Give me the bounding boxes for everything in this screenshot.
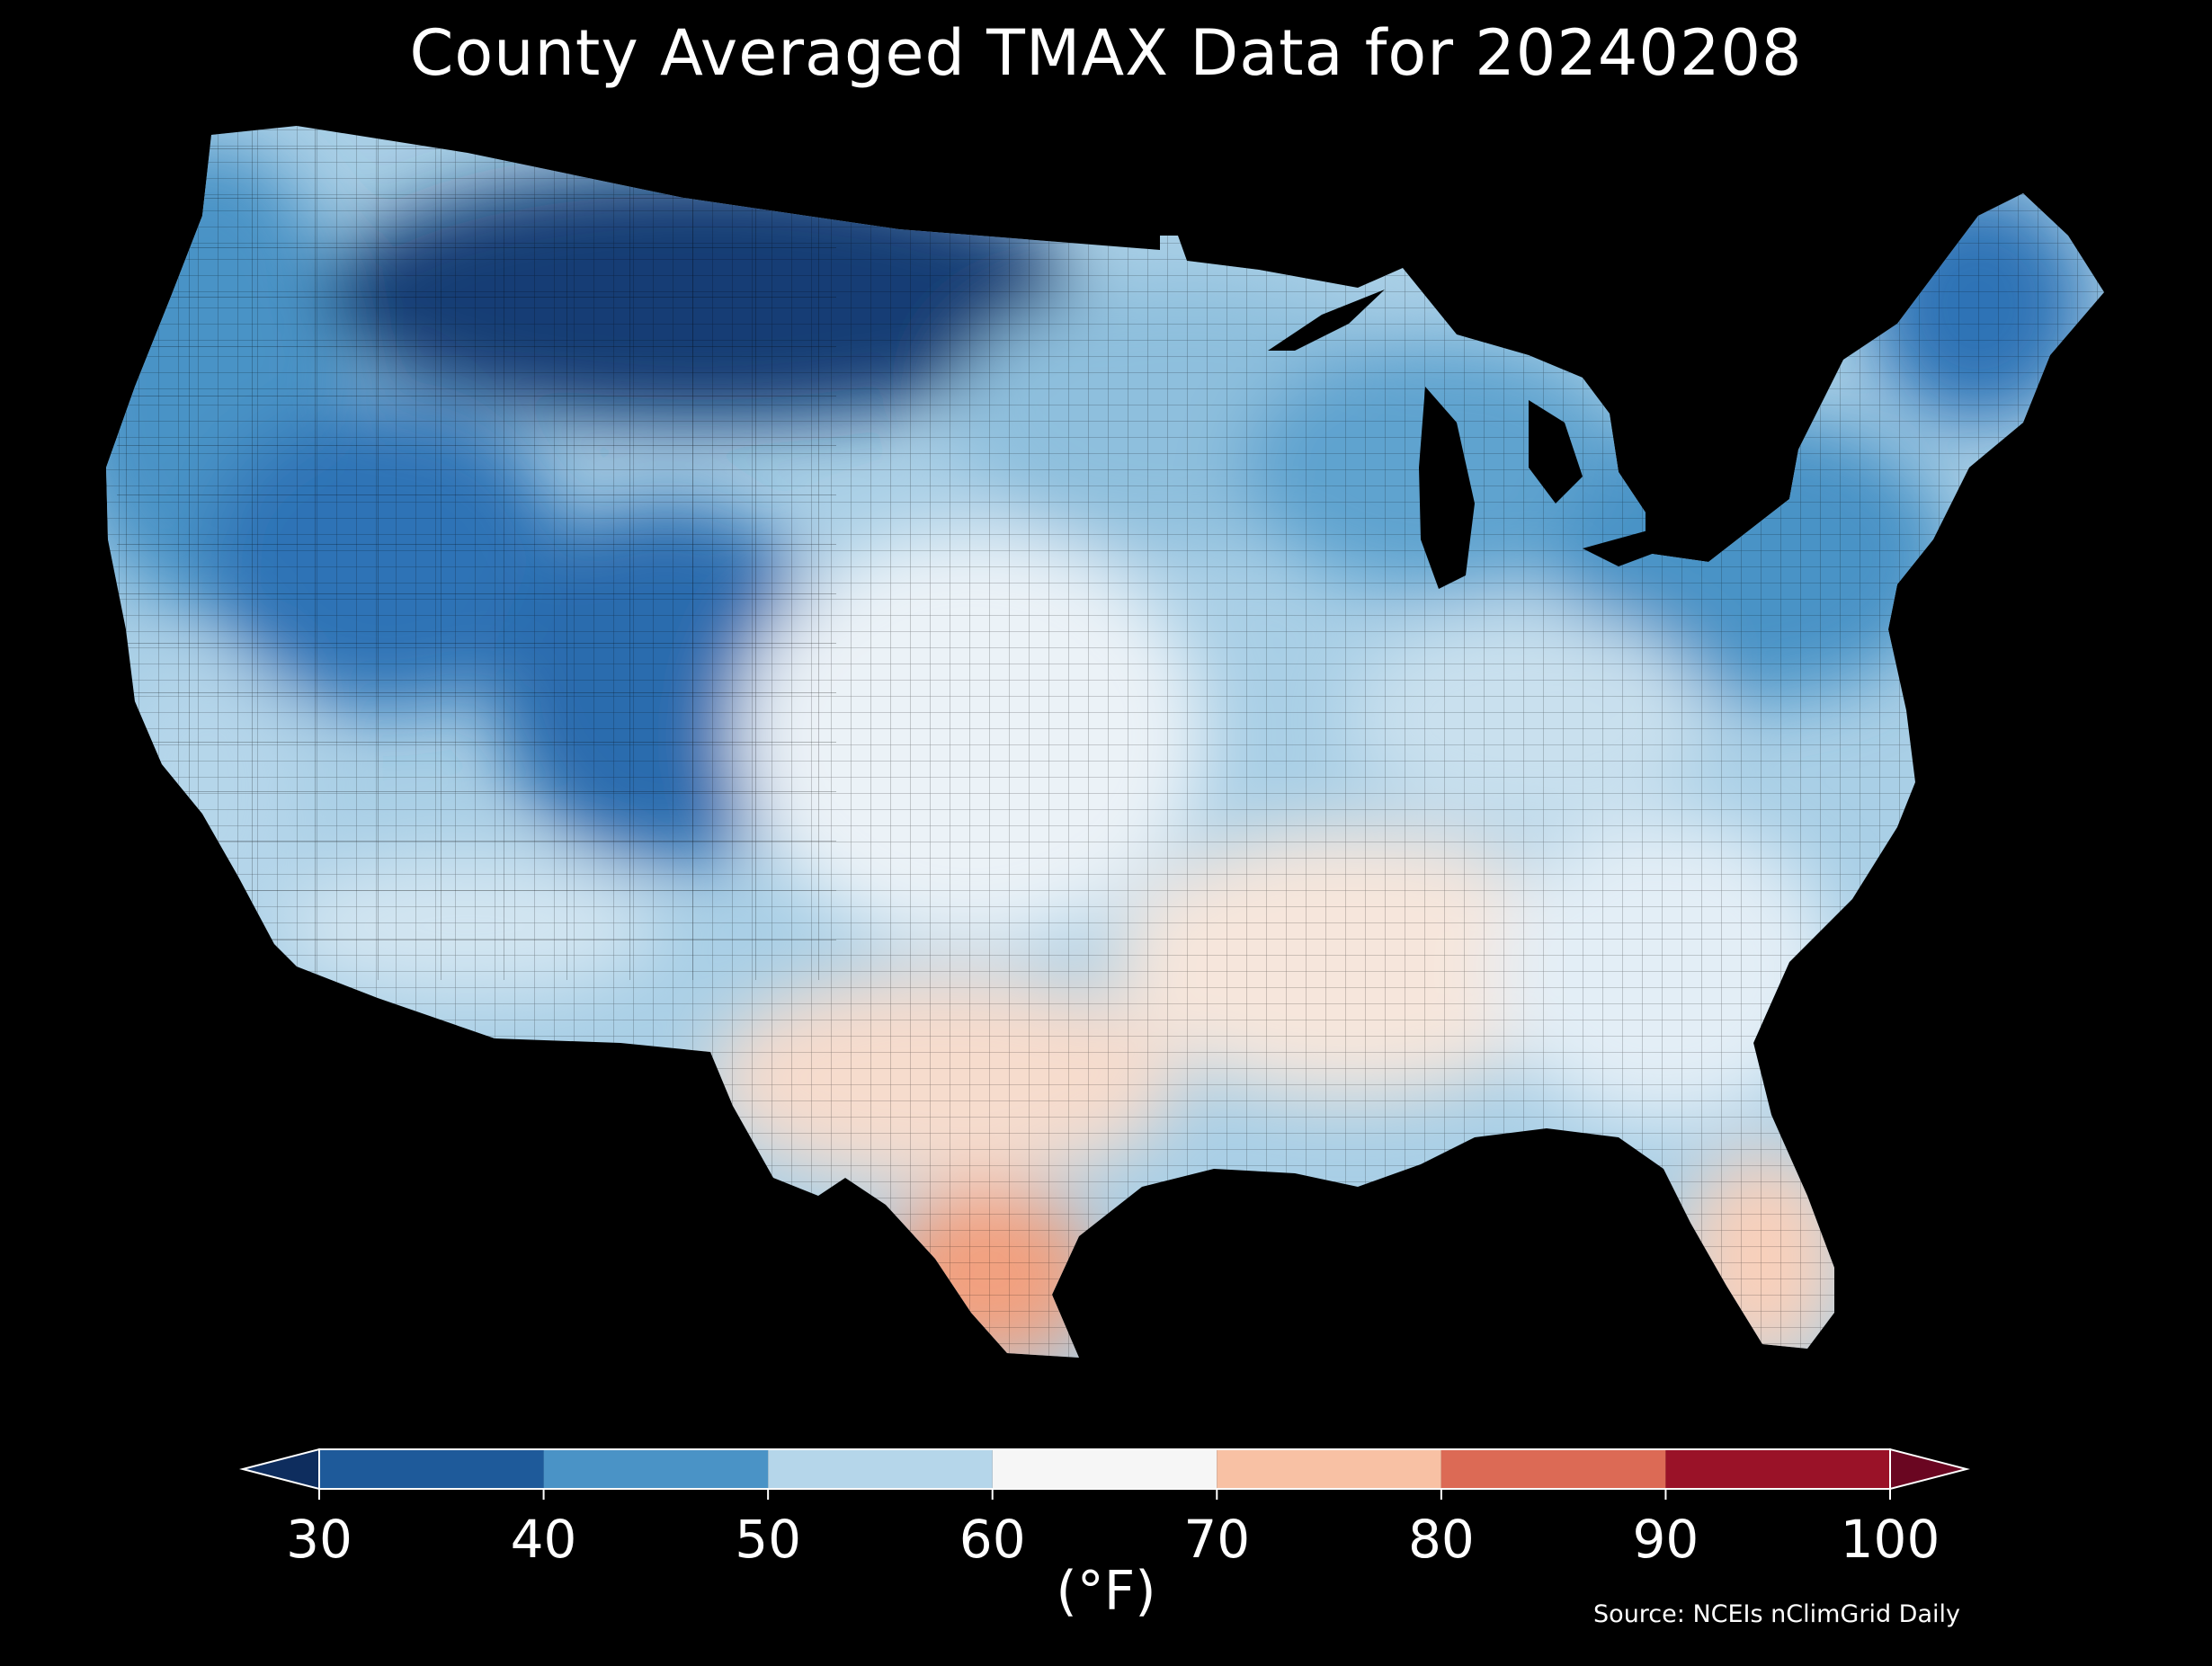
county-boundaries-west — [117, 126, 836, 980]
colorbar-tick-label: 50 — [735, 1509, 801, 1570]
colorbar-tick-label: 60 — [959, 1509, 1026, 1570]
colorbar-under-arrow — [239, 1448, 320, 1491]
colorbar-tick-label: 80 — [1408, 1509, 1475, 1570]
colorbar-outline — [318, 1448, 1891, 1490]
colorbar-over-arrow — [1889, 1448, 1970, 1491]
colorbar-bin-70-80 — [1217, 1449, 1441, 1489]
colorbar-tick-label: 40 — [511, 1509, 577, 1570]
colorbar-tick-label: 90 — [1633, 1509, 1699, 1570]
lake-ontario — [1708, 490, 1776, 520]
colorbar-tick-label: 100 — [1841, 1509, 1940, 1570]
colorbar-bin-80-90 — [1440, 1449, 1666, 1489]
source-credit: Source: NCEIs nClimGrid Daily — [1593, 1600, 1960, 1628]
colorbar-unit-label: (°F) — [1056, 1560, 1156, 1623]
colorbar-bin-60-70 — [992, 1449, 1217, 1489]
great-lakes — [1268, 290, 1776, 589]
lake-michigan — [1419, 387, 1475, 589]
lake-erie — [1583, 529, 1690, 566]
map-title: County Averaged TMAX Data for 20240208 — [409, 16, 1803, 90]
colorbar-tick-label: 70 — [1183, 1509, 1250, 1570]
lake-superior — [1268, 290, 1385, 351]
colorbar-tick-label: 30 — [286, 1509, 352, 1570]
colorbar-bin-30-40 — [319, 1449, 544, 1489]
colorbar-bin-90-100 — [1665, 1449, 1890, 1489]
colorbar-bin-50-60 — [768, 1449, 993, 1489]
lake-huron — [1529, 400, 1583, 503]
us-county-map — [106, 126, 2104, 1358]
colorbar-bin-40-50 — [543, 1449, 769, 1489]
